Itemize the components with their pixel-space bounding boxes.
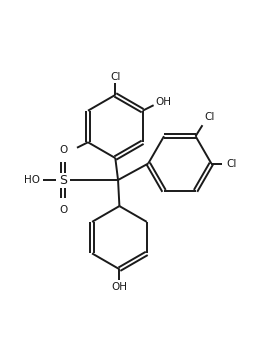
Text: OH: OH: [155, 96, 171, 107]
Text: Cl: Cl: [110, 72, 120, 82]
Text: OH: OH: [111, 282, 127, 292]
Text: O: O: [59, 205, 67, 215]
Text: O: O: [59, 145, 67, 155]
Text: Cl: Cl: [204, 112, 214, 122]
Text: HO: HO: [24, 175, 40, 185]
Text: S: S: [59, 174, 67, 186]
Text: Cl: Cl: [58, 146, 68, 156]
Text: Cl: Cl: [227, 158, 237, 168]
